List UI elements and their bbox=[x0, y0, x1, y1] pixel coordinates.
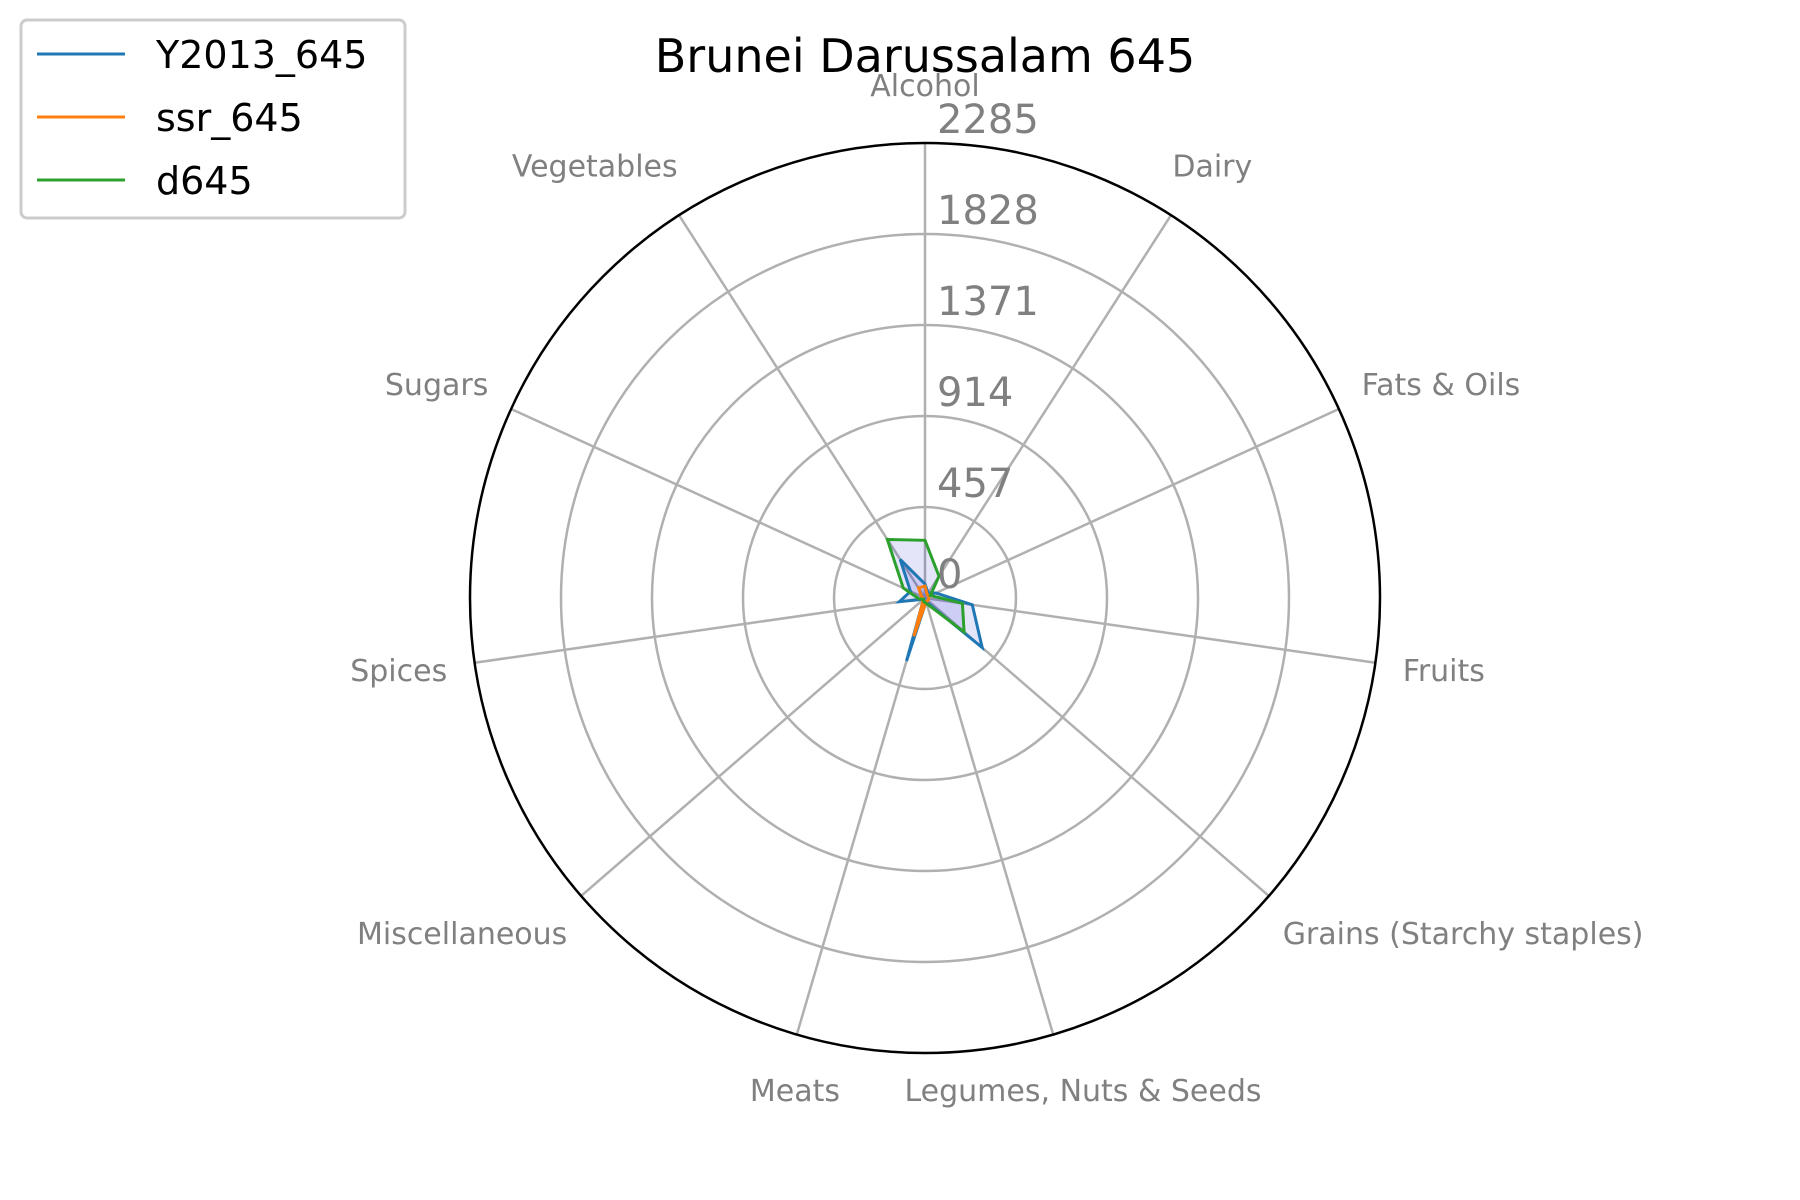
legend: Y2013_645 ssr_645 d645 bbox=[19, 18, 407, 220]
series-line-1 bbox=[912, 584, 931, 637]
series-fill-0 bbox=[899, 559, 983, 661]
category-label: Sugars bbox=[385, 368, 488, 403]
grid-spoke-5 bbox=[923, 597, 1055, 1035]
grid-spoke-9 bbox=[510, 407, 926, 600]
radial-tick-label: 914 bbox=[937, 370, 1013, 416]
category-label: Legumes, Nuts & Seeds bbox=[904, 1074, 1261, 1109]
grid-spoke-10 bbox=[677, 214, 927, 599]
legend-label-0: Y2013_645 bbox=[155, 33, 367, 77]
grid-spoke-3 bbox=[924, 596, 1376, 664]
radial-tick-label: 2285 bbox=[937, 97, 1039, 143]
category-label: Fruits bbox=[1403, 654, 1485, 689]
legend-label-2: d645 bbox=[156, 159, 253, 203]
category-label: Fats & Oils bbox=[1362, 368, 1521, 403]
category-label: Miscellaneous bbox=[357, 917, 567, 952]
category-label: Alcohol bbox=[870, 69, 979, 104]
radial-tick-label: 0 bbox=[937, 552, 962, 598]
category-label: Grains (Starchy staples) bbox=[1283, 917, 1644, 952]
grid-spoke-8 bbox=[474, 596, 926, 664]
polar-frame bbox=[468, 141, 1382, 1055]
category-label: Spices bbox=[350, 654, 447, 689]
series-lines bbox=[885, 537, 985, 662]
chart-title: Brunei Darussalam 645 bbox=[655, 29, 1195, 83]
radial-tick-labels: 0 457 914 1371 1828 2285 bbox=[937, 97, 1039, 598]
grid-spoke-7 bbox=[580, 597, 926, 897]
legend-label-1: ssr_645 bbox=[156, 96, 303, 140]
legend-frame bbox=[19, 18, 407, 220]
category-label: Dairy bbox=[1172, 149, 1252, 184]
radial-tick-label: 1828 bbox=[937, 188, 1039, 234]
category-label: Meats bbox=[750, 1074, 840, 1109]
radial-tick-label: 457 bbox=[937, 461, 1013, 507]
grid-spoke-2 bbox=[924, 407, 1340, 600]
grid-spoke-6 bbox=[795, 597, 927, 1035]
category-label: Vegetables bbox=[512, 149, 678, 184]
grid-spoke-1 bbox=[923, 214, 1173, 599]
series-line-2 bbox=[885, 537, 966, 636]
category-labels: Alcohol Dairy Fats & Oils Fruits Grains (Sta… bbox=[350, 69, 1643, 1109]
radial-tick-label: 1371 bbox=[937, 279, 1039, 325]
